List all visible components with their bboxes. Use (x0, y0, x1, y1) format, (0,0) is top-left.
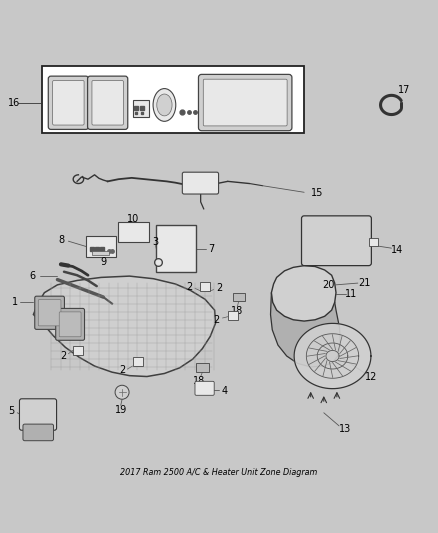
Text: 4: 4 (221, 386, 227, 396)
Polygon shape (294, 324, 371, 389)
FancyBboxPatch shape (198, 75, 292, 131)
Bar (369, 238, 378, 246)
Text: 11: 11 (345, 288, 357, 298)
Circle shape (115, 385, 129, 399)
Bar (155, 224, 196, 272)
FancyBboxPatch shape (48, 76, 88, 130)
FancyBboxPatch shape (182, 172, 219, 194)
FancyBboxPatch shape (301, 216, 371, 265)
Text: 6: 6 (29, 271, 35, 281)
Text: 8: 8 (58, 235, 64, 245)
Text: 14: 14 (391, 245, 403, 255)
Text: 18: 18 (231, 306, 244, 316)
Text: 1: 1 (12, 297, 18, 308)
FancyBboxPatch shape (38, 300, 61, 326)
Bar (92, 251, 109, 255)
Bar (233, 293, 245, 302)
Ellipse shape (157, 94, 172, 116)
Text: 17: 17 (399, 85, 411, 95)
Text: 2: 2 (60, 351, 66, 361)
Text: 3: 3 (152, 238, 159, 247)
Bar (133, 100, 149, 117)
Bar (133, 357, 143, 366)
Text: 18: 18 (193, 376, 205, 386)
Ellipse shape (153, 88, 176, 122)
FancyBboxPatch shape (59, 312, 81, 337)
Text: 2: 2 (119, 366, 125, 375)
FancyBboxPatch shape (23, 424, 53, 441)
Bar (196, 364, 208, 372)
Text: 16: 16 (8, 98, 20, 108)
FancyBboxPatch shape (92, 80, 124, 125)
Bar (200, 282, 210, 290)
Text: 2017 Ram 2500 A/C & Heater Unit Zone Diagram: 2017 Ram 2500 A/C & Heater Unit Zone Dia… (120, 468, 318, 477)
Text: 2: 2 (216, 284, 222, 293)
Text: 9: 9 (100, 257, 106, 267)
Text: 15: 15 (311, 188, 323, 198)
FancyBboxPatch shape (19, 399, 57, 430)
FancyBboxPatch shape (35, 296, 64, 329)
Text: 10: 10 (127, 214, 140, 224)
Text: 2: 2 (214, 315, 220, 325)
Text: 7: 7 (208, 244, 215, 254)
Bar (228, 311, 238, 320)
FancyBboxPatch shape (53, 80, 84, 125)
Text: 12: 12 (365, 372, 377, 382)
Text: 13: 13 (339, 424, 351, 434)
FancyBboxPatch shape (56, 309, 85, 340)
Text: 5: 5 (8, 407, 15, 416)
Text: 19: 19 (115, 405, 127, 415)
Bar (118, 222, 149, 243)
Bar (73, 346, 83, 354)
Polygon shape (272, 265, 336, 321)
Text: 20: 20 (322, 280, 334, 290)
FancyBboxPatch shape (203, 79, 287, 126)
Bar (42, 66, 304, 133)
FancyBboxPatch shape (88, 76, 128, 130)
Text: 2: 2 (187, 282, 193, 293)
Polygon shape (33, 276, 215, 376)
Bar (86, 236, 116, 257)
Text: 21: 21 (358, 278, 370, 288)
Polygon shape (271, 293, 340, 367)
FancyBboxPatch shape (195, 381, 214, 395)
